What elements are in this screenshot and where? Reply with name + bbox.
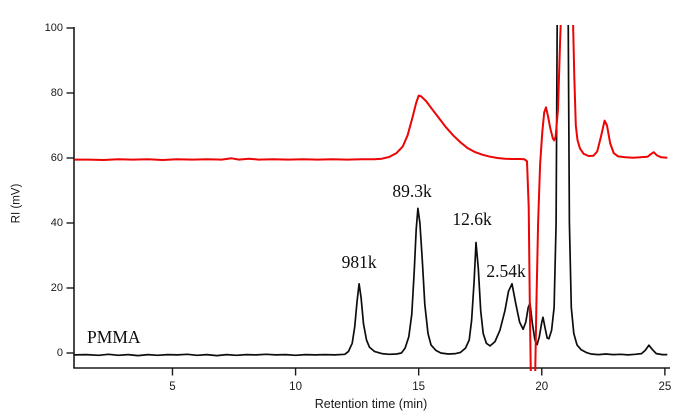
peak-label-89.3k: 89.3k <box>392 180 432 201</box>
y-tick-label: 0 <box>56 346 63 359</box>
pmma-label: PMMA <box>87 326 141 347</box>
y-tick-label: 20 <box>50 281 63 294</box>
y-axis-title: RI (mV) <box>10 183 23 224</box>
y-tick-label: 60 <box>50 151 63 164</box>
x-tick-marks <box>171 368 666 376</box>
y-tick-label: 40 <box>50 216 63 229</box>
peak-label-981k: 981k <box>341 252 377 273</box>
y-tick-label: 80 <box>50 86 63 99</box>
black-trace-pmma-standards <box>74 25 668 357</box>
red-trace-sample <box>74 25 668 371</box>
peak-label-12.6k: 12.6k <box>452 209 492 230</box>
x-tick-label: 15 <box>412 381 426 393</box>
axes <box>66 27 670 376</box>
x-tick-label: 10 <box>289 381 302 393</box>
y-tick-marks <box>66 27 74 354</box>
x-tick-label: 20 <box>535 381 549 393</box>
y-tick-label: 100 <box>44 21 63 34</box>
x-axis-title: Retention time (min) <box>314 397 428 411</box>
peak-label-2.54k: 2.54k <box>486 261 526 282</box>
x-tick-label: 25 <box>658 381 672 393</box>
x-tick-label: 5 <box>169 381 176 393</box>
